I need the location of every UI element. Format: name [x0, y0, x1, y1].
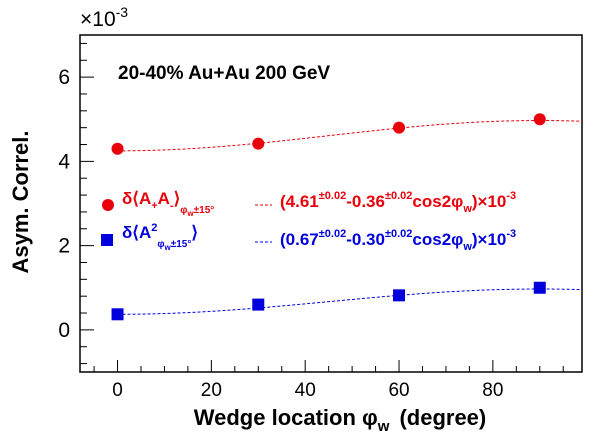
fit-label-red: (4.61±0.02-0.36±0.02cos2φw)×10-3	[280, 190, 516, 215]
data-point-circle	[252, 137, 265, 150]
y-tick-label: 0	[58, 319, 70, 342]
data-point-square	[252, 298, 265, 311]
legend-label-red: δ⟨A+A-⟩φw±15°	[122, 189, 214, 218]
data-point-circle	[111, 142, 124, 155]
legend-marker-square	[101, 234, 113, 246]
plot-frame	[79, 34, 583, 373]
y-tick-label: 4	[58, 150, 70, 173]
legend-marker-circle	[102, 199, 114, 211]
y-tick-label: 6	[58, 66, 70, 89]
data-point-square	[393, 289, 406, 302]
legend-label-blue: δ⟨A2φw±15°⟩	[122, 222, 198, 252]
x-tick-label: 80	[482, 380, 503, 401]
x-tick-label: 60	[388, 380, 409, 401]
data-point-circle	[393, 121, 406, 134]
fit-label-blue: (0.67±0.02-0.30±0.02cos2φw)×10-3	[280, 228, 516, 253]
data-points	[111, 113, 546, 321]
fit-curve-red	[117, 120, 583, 152]
x-tick-label: 0	[112, 380, 123, 401]
axis-ticks: 0 20 40 60 80 0 2 4 6	[58, 42, 564, 401]
x-tick-label: 20	[201, 380, 222, 401]
x-tick-label: 40	[295, 380, 316, 401]
legend-entry-blue: δ⟨A2φw±15°⟩ (0.67±0.02-0.30±0.02cos2φw)×…	[101, 222, 516, 253]
y-tick-label: 2	[58, 235, 70, 258]
data-point-circle	[533, 113, 546, 126]
y-exponent: ×10-3	[80, 4, 128, 31]
fit-curves	[117, 120, 583, 315]
y-axis-label: Asym. Correl.	[8, 130, 33, 273]
chart-title: 20-40% Au+Au 200 GeV	[118, 63, 330, 84]
fit-curve-blue	[117, 288, 583, 315]
legend-entry-red: δ⟨A+A-⟩φw±15° (4.61±0.02-0.36±0.02cos2φw…	[102, 189, 516, 218]
data-point-square	[111, 308, 124, 321]
x-axis-label: Wedge location φw (degree)	[194, 405, 486, 435]
data-point-square	[533, 281, 546, 294]
